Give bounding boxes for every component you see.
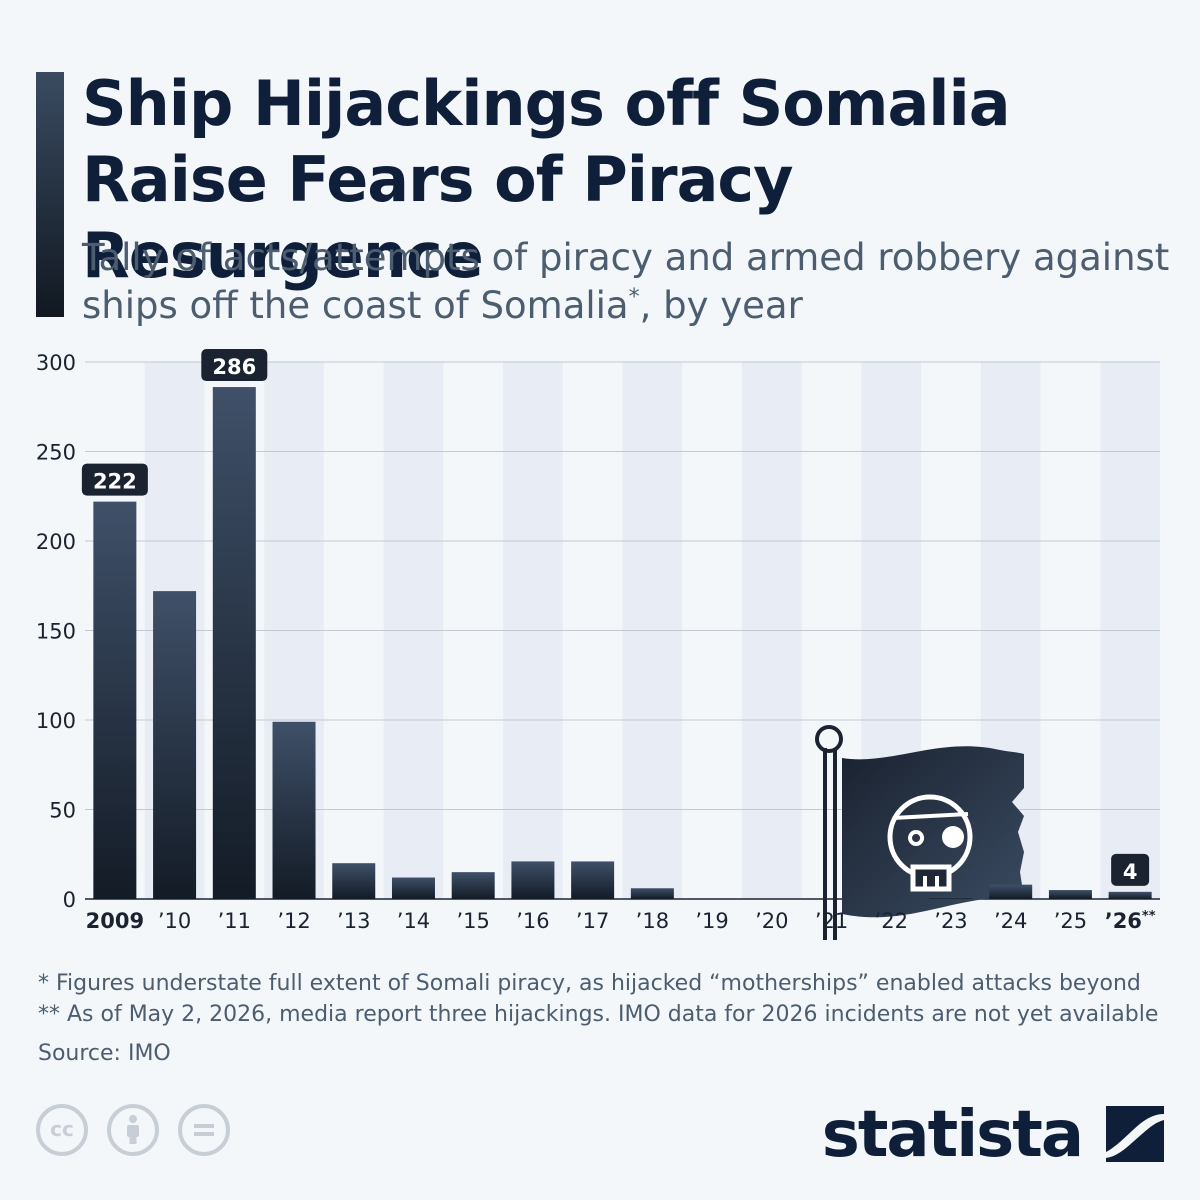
y-tick-label: 250 [36,441,76,465]
statista-wordmark[interactable]: statista [821,1098,1084,1172]
bar [272,721,316,899]
y-tick-label: 200 [36,530,76,554]
bars [93,387,1152,899]
footnote-2: ** As of May 2, 2026, media report three… [38,1002,1159,1027]
y-tick-label: 150 [36,620,76,644]
source-note: Source: IMO [38,1041,171,1066]
x-tick-label: 2009 [86,909,144,933]
bar [571,861,615,899]
x-tick-label: ’11 [218,909,251,933]
y-tick-label: 0 [63,888,76,912]
bar [1108,891,1152,899]
x-tick-label: ’26** [1105,909,1156,933]
x-tick-label: ’25 [1054,909,1087,933]
x-tick-label: ’17 [576,909,609,933]
footnotes: * Figures understate full extent of Soma… [38,968,1178,1069]
x-tick-label: ’24 [994,909,1027,933]
page-title: Ship Hijackings off Somalia Raise Fears … [82,67,1011,292]
data-label-box [201,349,268,382]
subtitle-footnote-marker: * [628,285,640,310]
bar-chart: 0 50 100 150 200 250 300 2009 ’10 ’11 ’12 ’13 ’14 ’1… [36,349,1160,940]
equals-icon[interactable] [178,1104,231,1156]
y-tick-label: 300 [36,351,76,375]
x-axis-tick-labels: 2009 ’10 ’11 ’12 ’13 ’14 ’15 ’16 ’17 ’18 ’19 ’20 ’21… [86,909,1156,933]
data-labels: 222 286 4 [81,349,1150,886]
license-icons: cc [36,1104,244,1156]
x-tick-label: ’21 [815,909,848,933]
x-tick-label: ’14 [397,909,430,933]
x-tick-label: ’22 [875,909,908,933]
pirate-flag-icon [815,725,1024,940]
data-label: 222 [93,470,137,494]
by-icon[interactable] [107,1104,160,1156]
page-subtitle: Tally of acts/attempts of piracy and arm… [82,234,1182,330]
title-accent-bar [36,72,64,317]
bar [93,501,137,899]
bar [451,872,495,899]
bar [1048,890,1092,899]
subtitle-text: Tally of acts/attempts of piracy and arm… [82,236,1170,327]
x-tick-label: ’16 [516,909,549,933]
bar [332,863,376,899]
y-tick-label: 50 [49,799,76,823]
x-tick-label: ’10 [158,909,191,933]
footnote-1: * Figures understate full extent of Soma… [38,971,1141,996]
x-tick-label: ’19 [695,909,728,933]
statista-logo-icon[interactable] [1106,1106,1164,1162]
x-tick-label: ’18 [636,909,669,933]
subtitle-suffix: , by year [639,284,803,327]
bar [989,884,1033,899]
x-tick-label: ’13 [337,909,370,933]
x-tick-label: ’20 [755,909,788,933]
bar [511,861,555,899]
bar [630,888,674,899]
data-label-box [1111,853,1150,886]
x-tick-label: ’12 [277,909,310,933]
data-label: 286 [212,355,256,379]
y-tick-label: 100 [36,709,76,733]
bar [929,897,973,899]
x-tick-label: ’15 [456,909,489,933]
y-axis-tick-labels: 0 50 100 150 200 250 300 [36,351,76,912]
cc-icon[interactable]: cc [36,1104,88,1156]
data-label: 4 [1123,860,1138,884]
x-tick-label: ’23 [934,909,967,933]
bar [391,877,435,899]
data-label-box [81,463,148,496]
bar [212,387,256,899]
bar [153,591,197,899]
